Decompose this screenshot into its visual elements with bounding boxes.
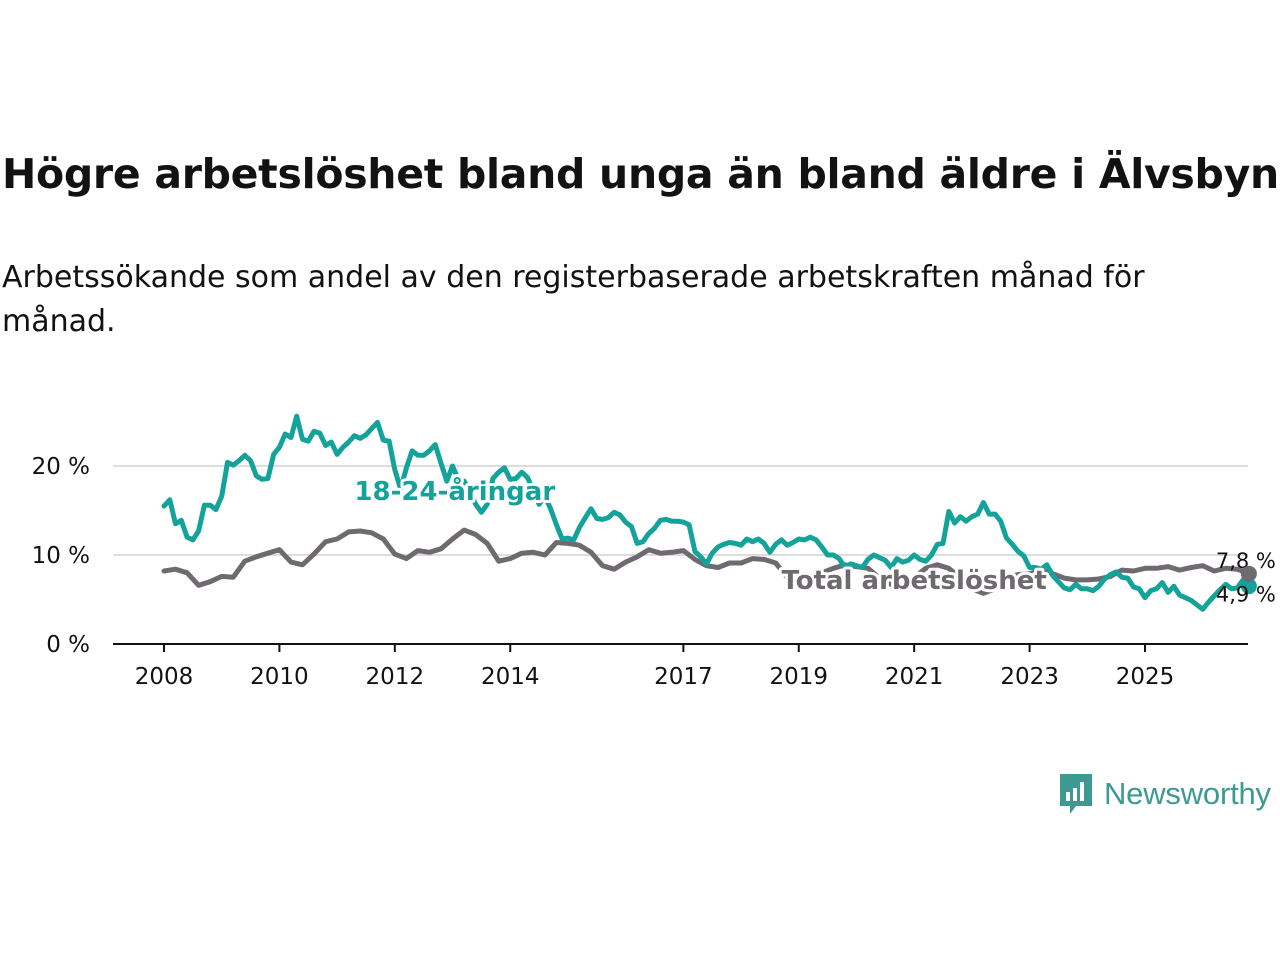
- newsworthy-logo-icon: [1060, 774, 1092, 814]
- series-end-marker-1: [1240, 565, 1257, 582]
- newsworthy-logo-text: Newsworthy: [1104, 776, 1271, 811]
- chart-title: Högre arbetslöshet bland unga än bland ä…: [2, 150, 1279, 198]
- x-tick-label: 2014: [481, 664, 540, 690]
- series-end-label-1: 4,9 %: [1216, 583, 1276, 607]
- series-line-0: [161, 413, 1252, 612]
- x-tick-label: 2021: [885, 664, 944, 690]
- chart-subtitle: Arbetssökande som andel av den registerb…: [2, 260, 1145, 339]
- y-tick-label: 10 %: [32, 543, 90, 569]
- x-tick-label: 2010: [250, 664, 309, 690]
- series-name-label-0: 18-24-åringar: [354, 475, 555, 507]
- x-tick-label: 2008: [135, 664, 194, 690]
- x-tick-label: 2023: [1000, 664, 1059, 690]
- newsworthy-logo: Newsworthy: [1058, 772, 1271, 816]
- x-tick-label: 2025: [1116, 664, 1175, 690]
- y-tick-label: 20 %: [32, 454, 90, 480]
- x-tick-label: 2019: [769, 664, 828, 690]
- y-tick-label: 0 %: [46, 632, 90, 658]
- line-chart: 0 % 10 % 20 % 2008 2010 2012 2014 2017 2019 2021…: [32, 413, 1276, 690]
- gridlines: 0 % 10 % 20 %: [32, 454, 1248, 658]
- series-lines: [161, 413, 1252, 612]
- series-name-label-1: Total arbetslöshet: [781, 566, 1046, 596]
- x-axis: 2008 2010 2012 2014 2017 2019 2021 2023 2025: [113, 643, 1248, 690]
- x-tick-label: 2012: [366, 664, 425, 690]
- series-end-marker-0: [1240, 578, 1257, 595]
- x-tick-label: 2017: [654, 664, 713, 690]
